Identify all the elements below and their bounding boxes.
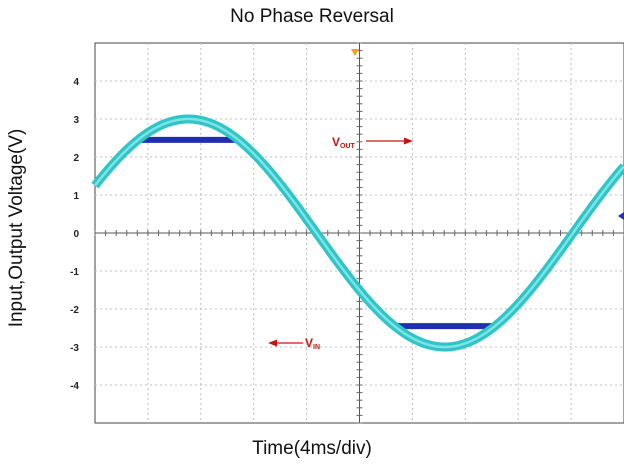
y-tick-label: -1 [70, 267, 79, 278]
vin-arrow-head [268, 339, 277, 347]
vin-trace-highlight [94, 117, 624, 349]
y-tick-label: 1 [73, 191, 79, 202]
y-tick-label: 2 [73, 153, 79, 164]
vout-label: VOUT [332, 135, 356, 150]
y-tick-label: 4 [73, 77, 79, 88]
y-tick-labels: 4 3 2 1 0 -1 -2 -3 -4 [70, 77, 79, 392]
y-tick-label: -2 [70, 305, 79, 316]
y-tick-label: 0 [73, 229, 79, 240]
traces [91, 114, 624, 352]
chart-title: No Phase Reversal [230, 6, 394, 27]
y-tick-label: 3 [73, 115, 79, 126]
ground-marker [618, 212, 624, 220]
vout-arrow-head [404, 137, 413, 145]
y-tick-label: -3 [70, 343, 79, 354]
x-axis-label: Time(4ms/div) [252, 438, 372, 459]
annotations: VOUT VIN [268, 135, 413, 351]
vin-label: VIN [305, 336, 320, 351]
trigger-marker [351, 49, 359, 56]
grid [94, 42, 624, 424]
y-tick-label: -4 [70, 381, 79, 392]
